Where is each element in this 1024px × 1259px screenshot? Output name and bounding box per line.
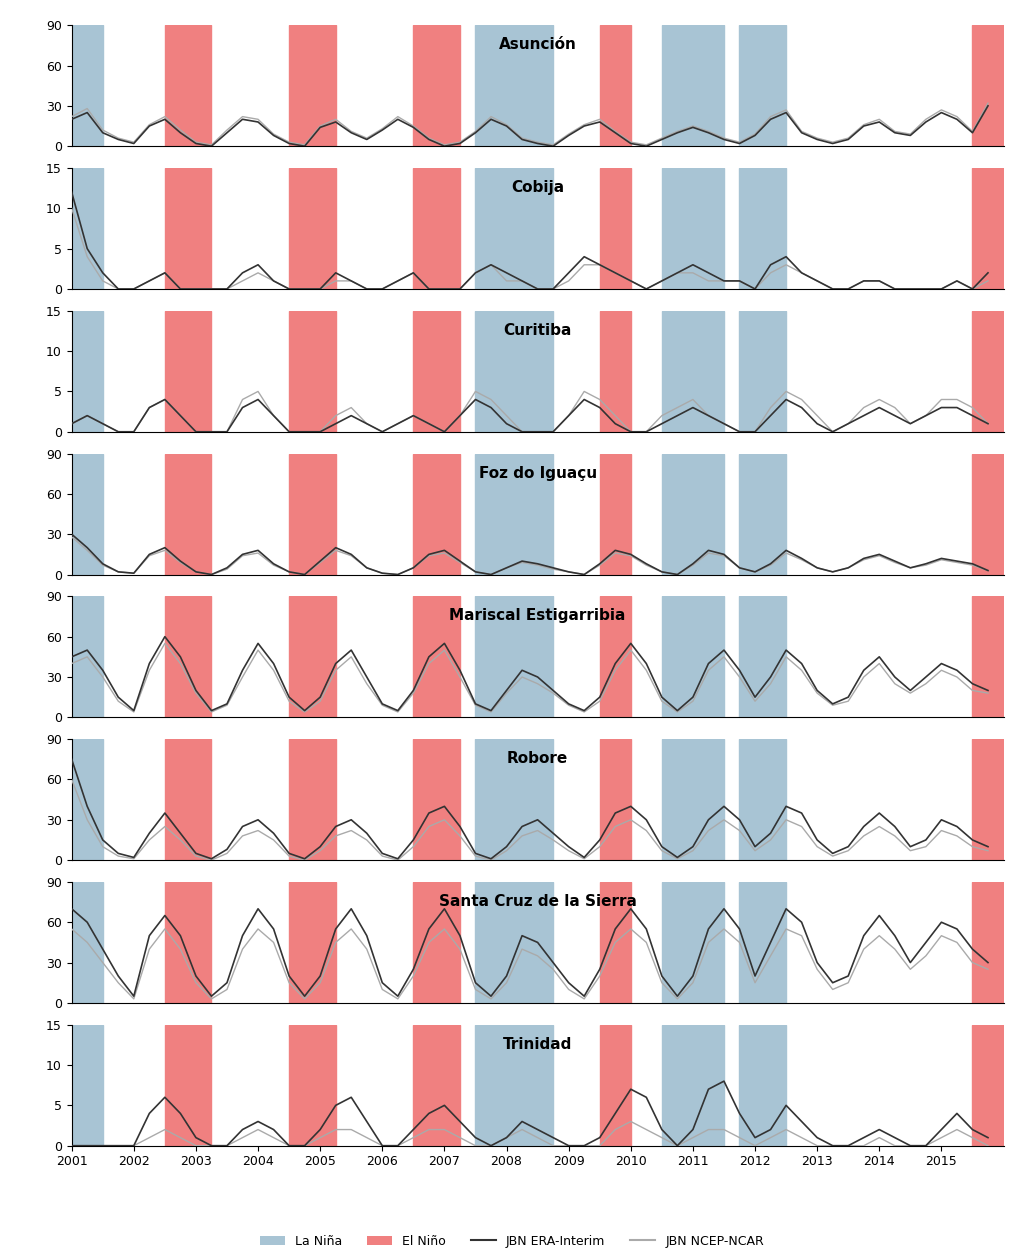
Bar xyxy=(475,1025,553,1146)
Bar xyxy=(165,597,211,718)
Bar xyxy=(662,311,724,432)
Bar xyxy=(973,311,1004,432)
Bar xyxy=(414,453,460,574)
Bar xyxy=(414,311,460,432)
Bar xyxy=(72,25,102,146)
Text: Curitiba: Curitiba xyxy=(504,322,571,337)
Text: Trinidad: Trinidad xyxy=(503,1036,572,1051)
Bar xyxy=(739,311,786,432)
Text: Asunción: Asunción xyxy=(499,38,577,53)
Bar xyxy=(165,167,211,290)
Bar xyxy=(414,167,460,290)
Bar xyxy=(165,881,211,1003)
Bar xyxy=(973,453,1004,574)
Bar xyxy=(662,167,724,290)
Bar xyxy=(289,453,336,574)
Bar xyxy=(739,881,786,1003)
Bar xyxy=(72,597,102,718)
Bar xyxy=(973,881,1004,1003)
Bar xyxy=(973,25,1004,146)
Bar xyxy=(414,597,460,718)
Bar xyxy=(662,1025,724,1146)
Bar xyxy=(289,311,336,432)
Bar xyxy=(973,167,1004,290)
Bar xyxy=(600,881,631,1003)
Bar xyxy=(289,25,336,146)
Text: Robore: Robore xyxy=(507,752,568,767)
Bar xyxy=(414,881,460,1003)
Bar xyxy=(739,453,786,574)
Bar xyxy=(739,597,786,718)
Text: Santa Cruz de la Sierra: Santa Cruz de la Sierra xyxy=(438,894,637,909)
Bar xyxy=(739,739,786,860)
Bar xyxy=(475,311,553,432)
Bar xyxy=(72,453,102,574)
Bar xyxy=(475,453,553,574)
Bar xyxy=(600,1025,631,1146)
Bar xyxy=(973,739,1004,860)
Bar xyxy=(662,597,724,718)
Bar xyxy=(475,25,553,146)
Bar xyxy=(289,167,336,290)
Bar xyxy=(289,1025,336,1146)
Bar xyxy=(72,1025,102,1146)
Bar xyxy=(289,881,336,1003)
Bar xyxy=(600,167,631,290)
Bar xyxy=(600,453,631,574)
Bar xyxy=(289,739,336,860)
Bar xyxy=(475,167,553,290)
Bar xyxy=(414,1025,460,1146)
Bar xyxy=(72,167,102,290)
Text: Mariscal Estigarribia: Mariscal Estigarribia xyxy=(450,608,626,623)
Bar xyxy=(662,881,724,1003)
Bar xyxy=(662,739,724,860)
Bar xyxy=(475,597,553,718)
Bar xyxy=(600,311,631,432)
Bar xyxy=(739,167,786,290)
Bar xyxy=(739,25,786,146)
Bar xyxy=(165,25,211,146)
Bar xyxy=(739,1025,786,1146)
Bar xyxy=(165,739,211,860)
Bar xyxy=(475,739,553,860)
Bar xyxy=(973,597,1004,718)
Bar xyxy=(475,881,553,1003)
Bar xyxy=(165,1025,211,1146)
Bar xyxy=(72,739,102,860)
Bar xyxy=(414,25,460,146)
Bar xyxy=(414,739,460,860)
Legend: La Niña, El Niño, JBN ERA-Interim, JBN NCEP-NCAR: La Niña, El Niño, JBN ERA-Interim, JBN N… xyxy=(255,1230,769,1253)
Bar xyxy=(289,597,336,718)
Bar xyxy=(973,1025,1004,1146)
Bar xyxy=(600,597,631,718)
Bar xyxy=(600,739,631,860)
Bar xyxy=(72,311,102,432)
Bar xyxy=(72,881,102,1003)
Text: Cobija: Cobija xyxy=(511,180,564,195)
Bar xyxy=(662,453,724,574)
Bar xyxy=(165,311,211,432)
Bar xyxy=(600,25,631,146)
Bar xyxy=(662,25,724,146)
Bar xyxy=(165,453,211,574)
Text: Foz do Iguaçu: Foz do Iguaçu xyxy=(478,466,597,481)
